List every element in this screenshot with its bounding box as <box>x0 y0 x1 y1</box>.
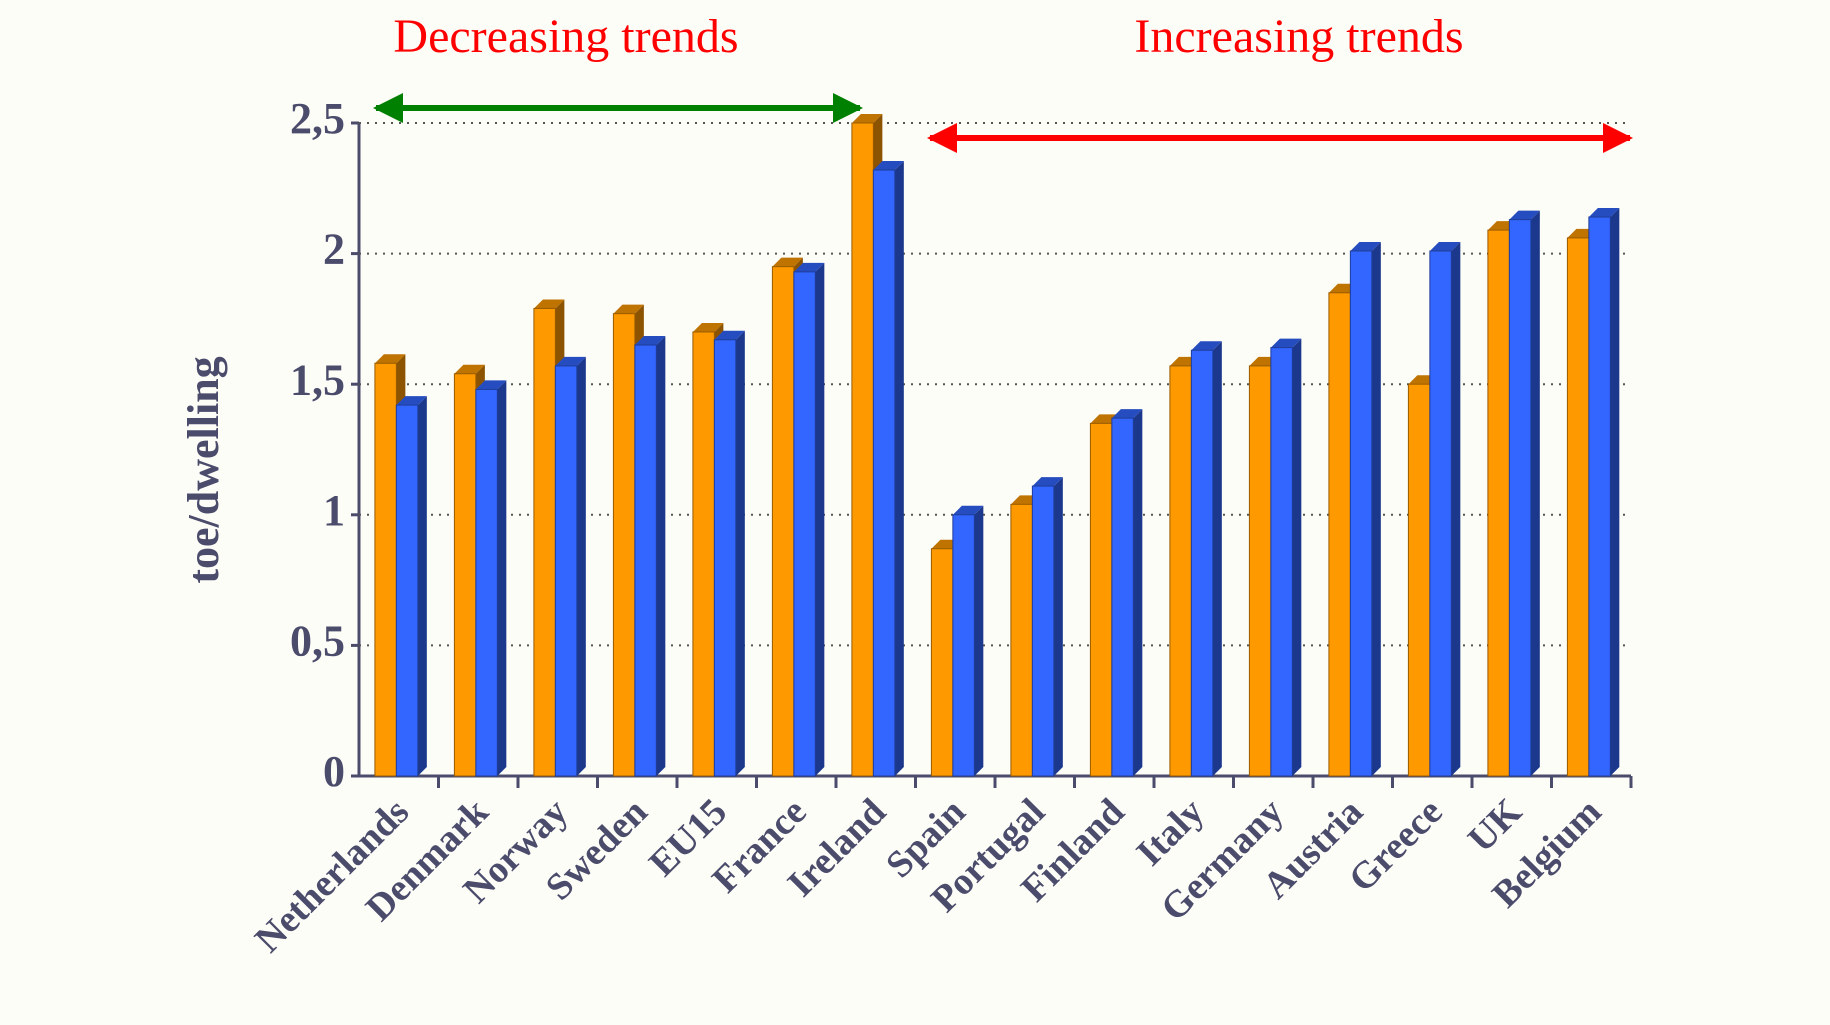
bar-top <box>1191 341 1222 351</box>
bar-side <box>1371 241 1381 776</box>
bar-top <box>692 322 724 332</box>
annotation: Increasing trends <box>1134 10 1463 63</box>
y-tick-label: 1,5 <box>290 355 345 404</box>
bar-top <box>772 257 803 267</box>
bar <box>692 331 715 777</box>
bar-side <box>576 356 586 776</box>
bar <box>930 548 954 777</box>
y-tick-label: 2,5 <box>290 94 345 143</box>
bar-side <box>1610 208 1620 777</box>
bar <box>1429 250 1452 777</box>
bar-top <box>1509 210 1540 220</box>
y-tick-label: 2 <box>323 225 345 274</box>
bar-top <box>793 262 825 272</box>
bar-top <box>374 354 406 364</box>
bar <box>1111 417 1134 777</box>
bar <box>554 365 578 777</box>
bar <box>533 307 556 777</box>
bar-top <box>1588 208 1620 218</box>
bar-side <box>1530 210 1540 777</box>
y-tick-label: 1 <box>323 486 345 535</box>
bar <box>1089 422 1113 777</box>
bar <box>1349 250 1373 777</box>
bar-side <box>974 505 984 776</box>
bar-side <box>1451 241 1461 776</box>
bar-side <box>1053 477 1063 776</box>
bar-side <box>1133 409 1143 776</box>
annotation: Decreasing trends <box>393 10 738 63</box>
bar <box>1031 485 1055 777</box>
bar <box>952 514 975 777</box>
bar-side <box>735 330 745 776</box>
bar <box>1508 219 1532 777</box>
bar <box>612 313 636 777</box>
bar-top <box>873 161 904 171</box>
bar <box>634 344 657 777</box>
bar <box>713 339 737 777</box>
bar-side <box>894 161 904 777</box>
bar-top <box>1032 477 1063 487</box>
bar-top <box>1429 241 1461 251</box>
bar-side <box>815 262 825 776</box>
bar-top <box>396 396 427 406</box>
bar <box>453 373 477 777</box>
bar-top <box>634 336 666 346</box>
bar <box>793 271 816 777</box>
bar <box>1169 365 1192 777</box>
bar <box>1010 503 1033 777</box>
bar-top <box>613 304 644 314</box>
bar-top <box>952 505 984 515</box>
bar-top <box>555 356 586 366</box>
bar <box>1248 365 1272 777</box>
y-tick-label: 0 <box>323 747 345 796</box>
bar <box>1328 292 1351 777</box>
bar-side <box>1212 341 1222 776</box>
bar-side <box>417 396 427 776</box>
bar-top <box>1350 241 1381 251</box>
bar-top <box>1270 338 1302 348</box>
bar-top <box>533 299 565 309</box>
bar-side <box>497 380 507 776</box>
bar <box>1190 349 1214 777</box>
bar <box>872 169 896 777</box>
bar <box>1487 229 1510 777</box>
bar <box>374 362 397 777</box>
bar <box>1270 347 1293 777</box>
bar <box>395 404 419 777</box>
bar-side <box>1292 338 1302 776</box>
bar <box>851 122 874 777</box>
bar-top <box>714 330 745 340</box>
bar <box>1566 237 1590 777</box>
bar <box>1588 216 1611 777</box>
bar <box>771 266 795 777</box>
bar-side <box>656 336 666 776</box>
y-tick-label: 0,5 <box>290 616 345 665</box>
bar-top <box>475 380 507 390</box>
y-axis-label: toe/dwelling <box>179 356 228 583</box>
bar-top <box>851 114 883 123</box>
bar-top <box>454 364 485 374</box>
bar <box>1407 383 1431 777</box>
bar-top <box>1111 409 1143 419</box>
bar <box>475 388 498 777</box>
